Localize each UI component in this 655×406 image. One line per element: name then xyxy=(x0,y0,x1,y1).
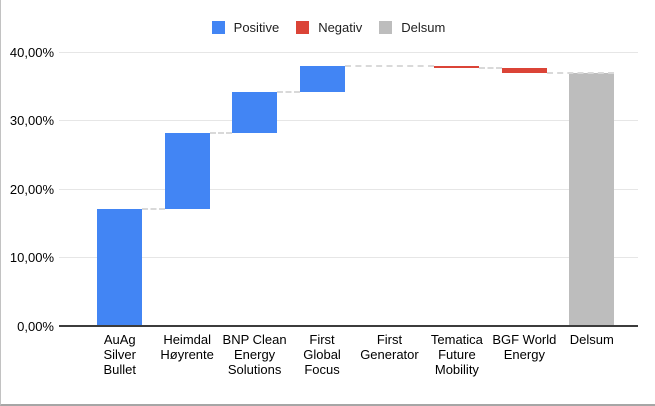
gridline-40 xyxy=(59,52,638,53)
x-label-bgf-world-energy: BGF World Energy xyxy=(492,332,557,362)
x-label-delsum: Delsum xyxy=(569,332,614,347)
x-label-first-global-focus: First Global Focus xyxy=(303,332,341,377)
x-axis-baseline xyxy=(59,324,638,327)
gridline-30 xyxy=(59,120,638,122)
gridline-20 xyxy=(59,188,638,190)
legend-label: Delsum xyxy=(401,19,446,35)
connector-to-first-global-focus xyxy=(277,91,300,94)
bar-delsum[interactable] xyxy=(569,72,615,326)
y-tick-label-40: 40,00% xyxy=(9,45,54,60)
x-label-heimdal-h-yrente: Heimdal Høyrente xyxy=(160,332,214,362)
y-tick-label-30: 30,00% xyxy=(9,113,54,129)
x-label-bnp-clean-energy-solutions: BNP Clean Energy Solutions xyxy=(222,332,287,377)
bar-heimdal-h-yrente[interactable] xyxy=(164,132,210,210)
bar-bnp-clean-energy-solutions[interactable] xyxy=(232,92,278,133)
legend-swatch-negativ xyxy=(296,20,310,34)
bar-auag-silver-bullet[interactable] xyxy=(97,209,143,326)
connector-to-bnp-clean-energy-solutions xyxy=(209,131,233,134)
x-label-first-generator: First Generator xyxy=(360,332,419,362)
legend-item-delsum[interactable]: Delsum xyxy=(379,20,445,35)
connector-to-bgf-world-energy xyxy=(479,66,502,69)
bar-bgf-world-energy[interactable] xyxy=(501,67,547,73)
y-tick-label-0: 0,00% xyxy=(17,318,54,334)
legend-item-positive[interactable]: Positive xyxy=(211,19,280,35)
y-tick-label-20: 20,00% xyxy=(9,181,54,197)
x-label-tematica-future-mobility: Tematica Future Mobility xyxy=(430,332,483,377)
bar-first-global-focus[interactable] xyxy=(299,65,345,93)
connector-to-delsum xyxy=(546,71,615,74)
bar-tematica-future-mobility[interactable] xyxy=(434,65,480,68)
legend-item-negativ[interactable]: Negativ xyxy=(296,20,362,35)
connector-to-tematica-future-mobility xyxy=(344,64,435,67)
y-tick-label-10: 10,00% xyxy=(9,250,54,266)
legend-label: Positive xyxy=(233,19,280,35)
chart-legend: Positive Negativ Delsum xyxy=(1,19,655,35)
x-label-auag-silver-bullet: AuAg Silver Bullet xyxy=(103,332,136,377)
legend-label: Negativ xyxy=(318,19,363,35)
connector-to-heimdal-h-yrente xyxy=(142,208,165,211)
legend-swatch-delsum xyxy=(379,20,393,34)
gridline-10 xyxy=(59,257,638,259)
legend-swatch-positive xyxy=(211,20,225,34)
